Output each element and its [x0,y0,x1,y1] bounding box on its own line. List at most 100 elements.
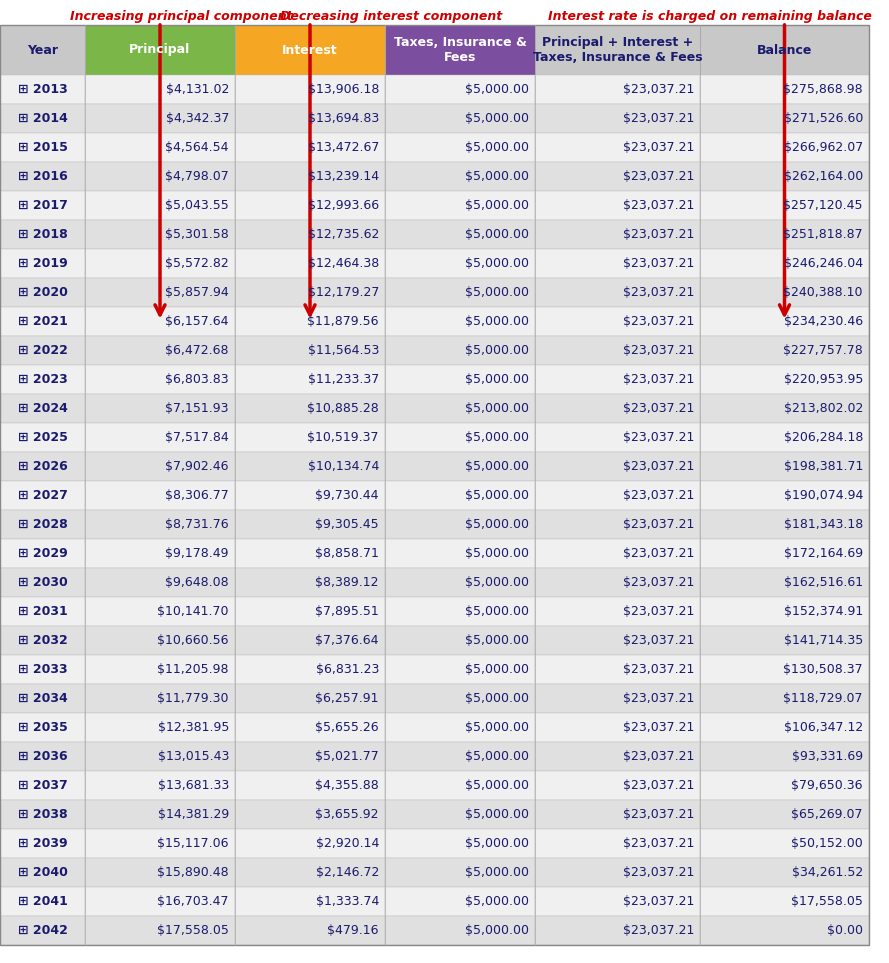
Text: ⊞ 2022: ⊞ 2022 [18,344,68,357]
Text: $141,714.35: $141,714.35 [784,634,863,647]
Text: $220,953.95: $220,953.95 [783,373,863,386]
Text: $2,146.72: $2,146.72 [316,866,379,879]
Text: $23,037.21: $23,037.21 [622,402,694,415]
Text: ⊞ 2019: ⊞ 2019 [18,257,68,270]
Bar [0,539,85,568]
Bar [700,916,869,945]
Text: $7,376.64: $7,376.64 [316,634,379,647]
Bar [535,307,700,336]
Text: $23,037.21: $23,037.21 [622,895,694,908]
Bar [535,858,700,887]
Text: $271,526.60: $271,526.60 [783,112,863,125]
Bar [535,423,700,452]
Text: Interest: Interest [282,43,338,57]
Bar [535,655,700,684]
Text: $11,879.56: $11,879.56 [308,315,379,328]
Bar [385,771,535,800]
Text: $5,000.00: $5,000.00 [465,257,529,270]
Text: $12,464.38: $12,464.38 [308,257,379,270]
Bar [235,25,385,75]
Text: $5,000.00: $5,000.00 [465,779,529,792]
Text: $5,000.00: $5,000.00 [465,489,529,502]
Text: Principal + Interest +
Taxes, Insurance & Fees: Principal + Interest + Taxes, Insurance … [533,36,702,64]
Text: $5,000.00: $5,000.00 [465,721,529,734]
Text: $15,117.06: $15,117.06 [157,837,229,850]
Bar [385,191,535,220]
Text: $13,906.18: $13,906.18 [308,83,379,96]
Bar [535,104,700,133]
Bar [700,220,869,249]
Text: $10,519.37: $10,519.37 [308,431,379,444]
Bar [235,887,385,916]
Text: $23,037.21: $23,037.21 [622,634,694,647]
Text: $7,895.51: $7,895.51 [316,605,379,618]
Text: $5,000.00: $5,000.00 [465,808,529,821]
Bar [235,220,385,249]
Text: $9,648.08: $9,648.08 [165,576,229,589]
Text: $23,037.21: $23,037.21 [622,808,694,821]
Bar [85,307,235,336]
Bar [0,626,85,655]
Text: $5,000.00: $5,000.00 [465,605,529,618]
Bar [535,25,700,75]
Text: $152,374.91: $152,374.91 [784,605,863,618]
Bar [385,452,535,481]
Bar [700,307,869,336]
Bar [700,365,869,394]
Bar [85,162,235,191]
Bar [700,336,869,365]
Bar [385,829,535,858]
Bar [535,75,700,104]
Bar [0,713,85,742]
Text: $23,037.21: $23,037.21 [622,837,694,850]
Bar [700,133,869,162]
Bar [700,162,869,191]
Text: $5,000.00: $5,000.00 [465,895,529,908]
Text: $5,000.00: $5,000.00 [465,286,529,299]
Bar [535,191,700,220]
Bar [0,510,85,539]
Text: $266,962.07: $266,962.07 [784,141,863,154]
Bar [0,75,85,104]
Text: $8,306.77: $8,306.77 [165,489,229,502]
Bar [85,423,235,452]
Bar [85,568,235,597]
Text: $479.16: $479.16 [327,924,379,937]
Bar [235,742,385,771]
Bar [85,916,235,945]
Bar [0,133,85,162]
Bar [700,539,869,568]
Text: $5,000.00: $5,000.00 [465,692,529,705]
Text: $240,388.10: $240,388.10 [783,286,863,299]
Bar [535,684,700,713]
Bar [235,365,385,394]
Bar [385,713,535,742]
Bar [700,858,869,887]
Bar [85,829,235,858]
Bar [85,249,235,278]
Text: $23,037.21: $23,037.21 [622,286,694,299]
Text: $190,074.94: $190,074.94 [783,489,863,502]
Text: ⊞ 2029: ⊞ 2029 [18,547,68,560]
Bar [535,220,700,249]
Bar [85,684,235,713]
Bar [535,568,700,597]
Bar [0,423,85,452]
Text: $23,037.21: $23,037.21 [622,199,694,212]
Bar [235,481,385,510]
Bar [700,684,869,713]
Bar [85,742,235,771]
Bar [385,887,535,916]
Bar [235,626,385,655]
Bar [535,336,700,365]
Text: ⊞ 2041: ⊞ 2041 [18,895,68,908]
Bar [700,568,869,597]
Bar [535,249,700,278]
Text: $5,000.00: $5,000.00 [465,518,529,531]
Text: $1,333.74: $1,333.74 [316,895,379,908]
Text: $246,246.04: $246,246.04 [784,257,863,270]
Text: $5,000.00: $5,000.00 [465,83,529,96]
Bar [535,539,700,568]
Text: $23,037.21: $23,037.21 [622,663,694,676]
Bar [235,539,385,568]
